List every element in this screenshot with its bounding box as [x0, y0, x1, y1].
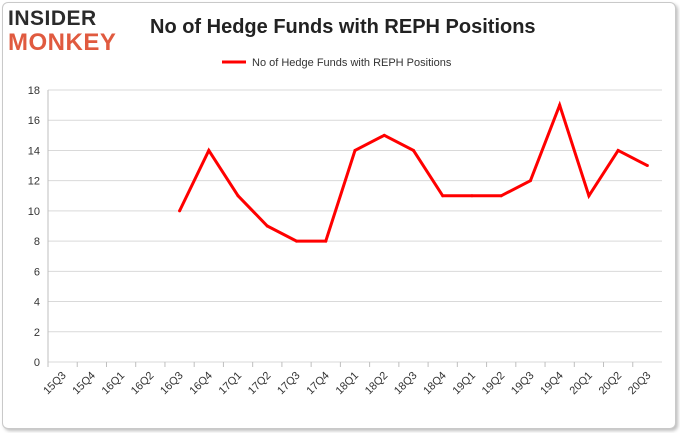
- data-point: [178, 209, 182, 213]
- x-tick-label: 20Q1: [568, 370, 596, 398]
- grid-lines: [47, 89, 662, 363]
- y-tick-label: 4: [34, 297, 40, 309]
- y-tick-label: 18: [28, 85, 40, 97]
- series-line: [178, 100, 649, 243]
- x-tick-label: 19Q2: [480, 370, 508, 398]
- y-tick-label: 14: [28, 145, 40, 157]
- logo-line-1: INSIDER: [8, 7, 97, 30]
- chart-title: No of Hedge Funds with REPH Positions: [150, 16, 536, 38]
- y-tick-label: 2: [34, 327, 40, 339]
- data-point: [353, 148, 357, 152]
- data-point: [295, 239, 299, 243]
- y-tick-label: 8: [34, 236, 40, 248]
- x-tick-label: 19Q3: [509, 370, 537, 398]
- x-tick-label: 18Q2: [363, 370, 391, 398]
- x-tick-label: 19Q4: [538, 370, 566, 398]
- series-group: [178, 100, 649, 243]
- data-point: [616, 148, 620, 152]
- x-tick-label: 16Q3: [158, 370, 186, 398]
- x-tick-label: 16Q2: [129, 370, 157, 398]
- x-tick-label: 18Q4: [421, 370, 449, 398]
- x-tick-label: 18Q3: [392, 370, 420, 398]
- x-tick-label: 20Q3: [626, 370, 654, 398]
- logo-line-2: MONKEY: [8, 29, 117, 56]
- insider-monkey-logo: INSIDER MONKEY: [8, 8, 128, 56]
- data-point: [265, 224, 269, 228]
- x-tick-label: 16Q1: [100, 370, 128, 398]
- x-tick-label: 17Q4: [304, 370, 332, 398]
- data-point: [236, 194, 240, 198]
- x-tick-label: 18Q1: [334, 370, 362, 398]
- y-tick-label: 10: [28, 206, 40, 218]
- data-point: [324, 239, 328, 243]
- x-tick-label: 17Q1: [217, 370, 245, 398]
- x-tick-label: 19Q1: [451, 370, 479, 398]
- y-tick-label: 0: [34, 357, 40, 369]
- x-tick-label: 17Q3: [275, 370, 303, 398]
- y-tick-label: 6: [34, 266, 40, 278]
- y-tick-label: 16: [28, 115, 40, 127]
- data-point: [382, 133, 386, 137]
- legend: No of Hedge Funds with REPH Positions: [222, 57, 452, 69]
- x-tick-label: 20Q2: [597, 370, 625, 398]
- x-tick-label: 16Q4: [187, 370, 215, 398]
- data-point: [499, 194, 503, 198]
- data-point: [441, 194, 445, 198]
- x-axis-ticks: 15Q3 15Q4 16Q1 16Q2 16Q3 16Q4 17Q1 17Q2 17Q3 17Q4…: [41, 362, 654, 398]
- chart-frame: [2, 2, 676, 429]
- data-point: [645, 164, 649, 168]
- legend-label: No of Hedge Funds with REPH Positions: [252, 57, 452, 69]
- x-tick-label: 15Q4: [70, 370, 98, 398]
- x-tick-label: 17Q2: [246, 370, 274, 398]
- data-point: [587, 194, 591, 198]
- data-point: [558, 103, 562, 107]
- x-tick-label: 15Q3: [41, 370, 69, 398]
- data-point: [207, 148, 211, 152]
- y-axis-ticks: 0 2 4 6 8 10 12 14 16 18: [28, 85, 40, 369]
- data-point: [528, 179, 532, 183]
- y-tick-label: 12: [28, 176, 40, 188]
- data-point: [470, 194, 474, 198]
- data-point: [411, 148, 415, 152]
